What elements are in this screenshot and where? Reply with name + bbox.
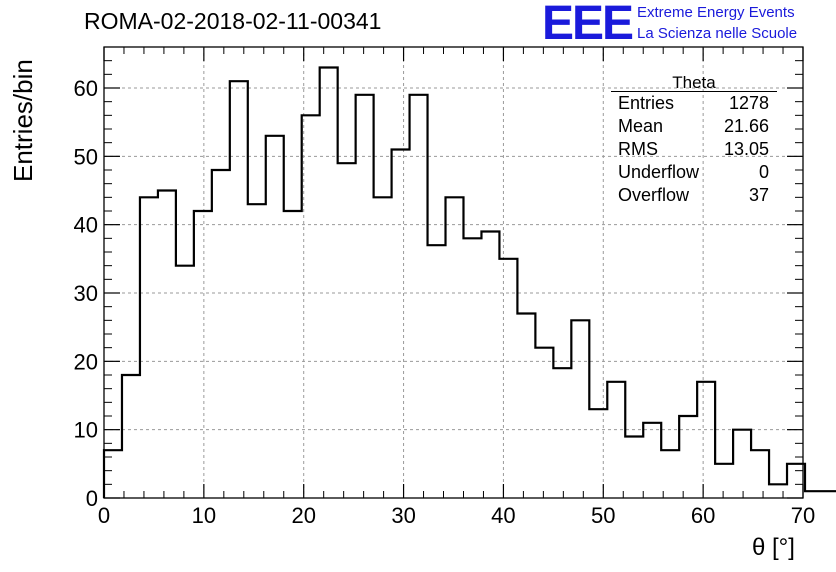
- histogram-bin: [284, 211, 302, 498]
- histogram-bin: [302, 115, 320, 498]
- histogram-bin: [643, 423, 661, 498]
- histogram-bin: [589, 409, 607, 498]
- plot-frame: [103, 46, 804, 499]
- histogram-bin: [392, 150, 410, 499]
- histogram-bin: [266, 136, 284, 498]
- y-tick-label: 40: [74, 213, 98, 238]
- stats-row-rms: RMS 13.05: [611, 138, 777, 161]
- histogram-bin: [517, 314, 535, 499]
- stats-label: Overflow: [618, 185, 690, 205]
- histogram-bin: [625, 437, 643, 499]
- histogram-bin: [463, 238, 481, 498]
- histogram-bin: [535, 348, 553, 498]
- stats-title: Theta: [611, 74, 777, 92]
- histogram-bin: [481, 232, 499, 499]
- histogram-bin: [499, 259, 517, 498]
- histogram-bin: [230, 81, 248, 498]
- y-tick-label: 50: [74, 144, 98, 169]
- x-tick-label: 0: [98, 503, 110, 528]
- histogram-bin: [320, 68, 338, 499]
- stats-value: 37: [748, 185, 769, 205]
- histogram-bin: [374, 197, 392, 498]
- logo-line-2: La Scienza nelle Scuole: [637, 25, 798, 42]
- histogram-bin: [805, 491, 823, 498]
- stats-value: 21.66: [723, 116, 769, 136]
- stats-row-overflow: Overflow 37: [611, 184, 777, 207]
- x-tick-label: 20: [291, 503, 315, 528]
- histogram-bin: [356, 95, 374, 498]
- histogram-bin: [607, 382, 625, 498]
- histogram-bin: [446, 197, 464, 498]
- axis-ticks: [103, 46, 804, 499]
- histogram-bin: [697, 382, 715, 498]
- stats-box: Theta Entries 1278 Mean 21.66 RMS 13.05 …: [611, 74, 777, 207]
- histogram-bin: [679, 416, 697, 498]
- histogram-bin: [158, 191, 176, 499]
- histogram-bin: [248, 204, 266, 498]
- histogram-outline: [102, 66, 836, 498]
- y-axis-label: Entries/bin: [8, 59, 38, 182]
- histogram-bin: [787, 464, 805, 498]
- histogram-bin: [212, 170, 230, 498]
- x-axis-label: θ [°]: [752, 534, 795, 561]
- y-tick-label: 60: [74, 76, 98, 101]
- stats-value: 13.05: [723, 139, 769, 159]
- histogram-bin: [122, 375, 140, 498]
- x-tick-label: 10: [192, 503, 216, 528]
- grid-lines: [104, 47, 803, 498]
- histogram-bin: [751, 450, 769, 498]
- stats-row-underflow: Underflow 0: [611, 161, 777, 184]
- stats-value: 1278: [728, 93, 769, 113]
- stats-label: RMS: [618, 139, 658, 159]
- histogram-bin: [104, 450, 122, 498]
- y-tick-label: 30: [74, 281, 98, 306]
- y-tick-label: 10: [74, 418, 98, 443]
- logo-line-1: Extreme Energy Events: [637, 4, 795, 21]
- histogram-bin: [553, 368, 571, 498]
- x-tick-label: 50: [591, 503, 615, 528]
- histogram-bin: [140, 197, 158, 498]
- x-tick-label: 60: [691, 503, 715, 528]
- histogram-bin: [823, 491, 836, 498]
- eee-logo-mark: EEE: [542, 0, 634, 50]
- x-tick-label: 30: [391, 503, 415, 528]
- histogram-bin: [176, 266, 194, 498]
- stats-label: Mean: [618, 116, 664, 136]
- y-tick-label: 20: [74, 349, 98, 374]
- x-tick-labels: 0 10 20 30 40 50 60 70: [98, 503, 815, 528]
- y-tick-labels: 0 10 20 30 40 50 60: [74, 76, 98, 511]
- histogram-bin: [769, 484, 787, 498]
- histogram-bin: [410, 95, 428, 498]
- stats-row-mean: Mean 21.66: [611, 115, 777, 138]
- x-tick-label: 70: [791, 503, 815, 528]
- histogram-bin: [661, 450, 679, 498]
- x-tick-label: 40: [491, 503, 515, 528]
- histogram-bin: [715, 464, 733, 498]
- stats-value: 0: [758, 162, 769, 182]
- chart-title: ROMA-02-2018-02-11-00341: [84, 8, 382, 34]
- histogram-bin: [338, 163, 356, 498]
- stats-row-entries: Entries 1278: [611, 92, 777, 115]
- stats-label: Underflow: [618, 162, 700, 182]
- histogram-bin: [428, 245, 446, 498]
- stats-label: Entries: [618, 93, 675, 113]
- histogram-bin: [571, 320, 589, 498]
- histogram-bin: [733, 430, 751, 498]
- histogram-bin: [194, 211, 212, 498]
- y-tick-label: 0: [86, 486, 98, 511]
